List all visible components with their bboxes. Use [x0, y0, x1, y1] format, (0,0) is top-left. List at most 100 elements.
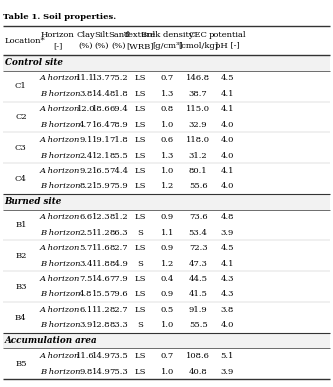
Text: 3.4: 3.4 — [79, 260, 93, 267]
Text: 75.9: 75.9 — [110, 182, 129, 190]
Text: 16.4: 16.4 — [92, 121, 111, 128]
Text: B5: B5 — [15, 360, 27, 368]
Text: Sand: Sand — [108, 31, 130, 39]
Text: 73.6: 73.6 — [189, 213, 207, 221]
Text: 4.5: 4.5 — [220, 244, 234, 252]
Text: 4.7: 4.7 — [79, 121, 93, 128]
Text: 0.9: 0.9 — [161, 244, 174, 252]
Text: 31.2: 31.2 — [189, 152, 207, 159]
Text: 77.9: 77.9 — [110, 275, 129, 283]
Text: 18.6: 18.6 — [92, 105, 111, 113]
Text: B horizon: B horizon — [40, 182, 81, 190]
Text: Silt: Silt — [94, 31, 109, 39]
Text: 44.5: 44.5 — [188, 275, 208, 283]
Text: Accumulation area: Accumulation area — [5, 336, 97, 345]
Text: A horizon: A horizon — [40, 213, 80, 221]
Text: LS: LS — [134, 167, 146, 175]
Text: 41.5: 41.5 — [189, 290, 207, 298]
Text: 84.9: 84.9 — [110, 260, 129, 267]
Text: S: S — [137, 229, 143, 237]
Text: 0.9: 0.9 — [161, 213, 174, 221]
Text: 55.5: 55.5 — [189, 321, 207, 329]
Text: 0.6: 0.6 — [161, 136, 174, 144]
Text: C1: C1 — [15, 82, 27, 90]
Text: 73.5: 73.5 — [110, 352, 129, 360]
Text: Texture: Texture — [124, 31, 156, 39]
Text: Location*: Location* — [5, 37, 45, 45]
Text: 38.7: 38.7 — [189, 90, 207, 98]
Text: 19.1: 19.1 — [92, 136, 111, 144]
Text: 6.1: 6.1 — [79, 306, 92, 314]
Text: 4.0: 4.0 — [220, 121, 234, 128]
Text: A horizon: A horizon — [40, 306, 80, 314]
Text: 8.2: 8.2 — [79, 182, 92, 190]
Text: LS: LS — [134, 368, 146, 375]
Text: 2.4: 2.4 — [79, 152, 93, 159]
Text: S: S — [137, 260, 143, 267]
Text: B horizon: B horizon — [40, 368, 81, 375]
Text: 75.3: 75.3 — [110, 368, 129, 375]
Text: (%): (%) — [112, 42, 126, 50]
Text: 4.0: 4.0 — [220, 321, 234, 329]
Text: Burned site: Burned site — [5, 197, 62, 206]
Text: 0.4: 0.4 — [161, 275, 174, 283]
Text: 69.4: 69.4 — [110, 105, 129, 113]
Text: 78.9: 78.9 — [110, 121, 129, 128]
Text: LS: LS — [134, 352, 146, 360]
Text: 4.0: 4.0 — [220, 136, 234, 144]
Text: 81.2: 81.2 — [110, 213, 128, 221]
Text: 1.3: 1.3 — [161, 152, 174, 159]
Text: 1.2: 1.2 — [161, 260, 174, 267]
Text: 4.3: 4.3 — [220, 290, 234, 298]
Text: 12.1: 12.1 — [92, 152, 111, 159]
Text: 4.8: 4.8 — [79, 290, 93, 298]
Text: 14.4: 14.4 — [92, 90, 111, 98]
Text: 118.0: 118.0 — [186, 136, 210, 144]
Text: 108.6: 108.6 — [186, 352, 210, 360]
Text: 0.8: 0.8 — [161, 105, 174, 113]
Text: potential: potential — [208, 31, 246, 39]
Text: LS: LS — [134, 275, 146, 283]
Text: LS: LS — [134, 290, 146, 298]
Text: 47.3: 47.3 — [189, 260, 207, 267]
Text: LS: LS — [134, 244, 146, 252]
Text: A horizon: A horizon — [40, 275, 80, 283]
Text: 1.0: 1.0 — [161, 368, 174, 375]
Text: 0.9: 0.9 — [161, 290, 174, 298]
Text: 79.6: 79.6 — [110, 290, 128, 298]
Text: B horizon: B horizon — [40, 121, 81, 128]
Text: 12.3: 12.3 — [92, 213, 111, 221]
Text: 11.6: 11.6 — [92, 244, 111, 252]
Text: LS: LS — [134, 136, 146, 144]
Text: 15.9: 15.9 — [92, 182, 111, 190]
Text: LS: LS — [134, 306, 146, 314]
Text: Bulk density: Bulk density — [141, 31, 194, 39]
Bar — [3, 333, 330, 348]
Text: 11.2: 11.2 — [92, 229, 111, 237]
Text: 83.3: 83.3 — [110, 321, 129, 329]
Bar — [3, 194, 330, 209]
Text: 86.3: 86.3 — [110, 229, 128, 237]
Text: 53.4: 53.4 — [189, 229, 207, 237]
Text: 4.0: 4.0 — [220, 182, 234, 190]
Text: CEC: CEC — [189, 31, 207, 39]
Text: [-]: [-] — [53, 42, 62, 50]
Text: 9.8: 9.8 — [79, 368, 93, 375]
Text: C2: C2 — [15, 113, 27, 121]
Text: 75.2: 75.2 — [110, 74, 128, 82]
Text: B horizon: B horizon — [40, 260, 81, 267]
Text: A horizon: A horizon — [40, 74, 80, 82]
Text: 4.8: 4.8 — [220, 213, 234, 221]
Text: Horizon: Horizon — [41, 31, 74, 39]
Text: 0.7: 0.7 — [161, 352, 174, 360]
Text: 11.2: 11.2 — [92, 306, 111, 314]
Text: 16.5: 16.5 — [92, 167, 111, 175]
Text: 1.2: 1.2 — [161, 182, 174, 190]
Text: 91.9: 91.9 — [189, 306, 207, 314]
Text: 14.6: 14.6 — [92, 275, 111, 283]
Text: (%): (%) — [79, 42, 93, 50]
Text: LS: LS — [134, 105, 146, 113]
Text: 4.1: 4.1 — [220, 90, 234, 98]
Text: 12.8: 12.8 — [92, 321, 111, 329]
Text: 146.8: 146.8 — [186, 74, 210, 82]
